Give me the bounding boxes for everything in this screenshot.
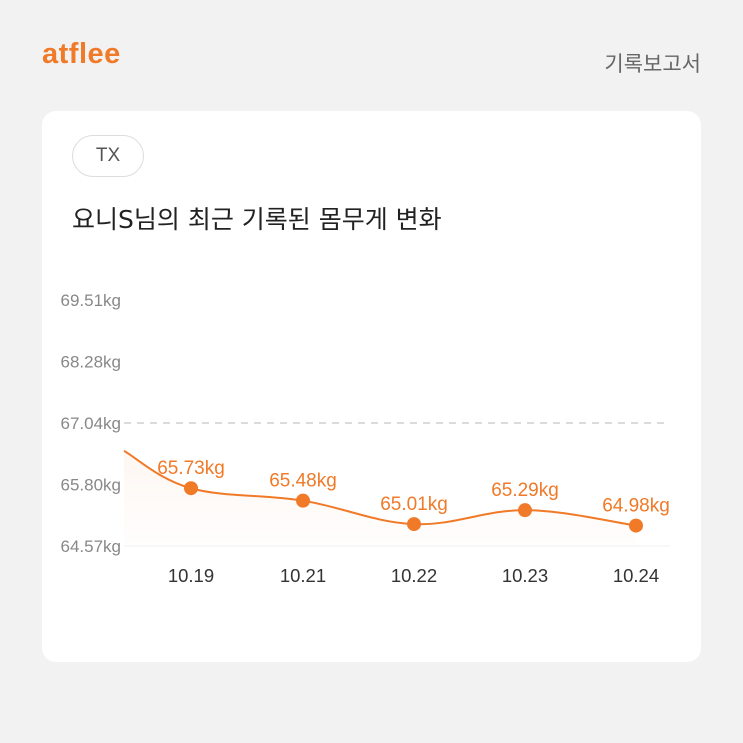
y-tick-label: 67.04kg — [61, 414, 122, 433]
y-axis: 64.57kg 65.80kg 67.04kg 68.28kg 69.51kg — [61, 291, 122, 556]
series-area — [124, 450, 636, 546]
x-tick-label: 10.23 — [502, 565, 548, 586]
data-label: 65.48kg — [269, 471, 337, 492]
device-tag[interactable]: TX — [72, 135, 144, 177]
data-point[interactable] — [407, 517, 421, 532]
x-axis: 10.19 10.21 10.22 10.23 10.24 — [168, 565, 659, 586]
data-label: 65.29kg — [491, 480, 559, 501]
data-point[interactable] — [184, 481, 198, 496]
atflee-logo: atflee — [42, 38, 121, 70]
x-tick-label: 10.22 — [391, 565, 437, 586]
data-point[interactable] — [296, 493, 310, 508]
y-tick-label: 68.28kg — [61, 352, 122, 371]
x-tick-label: 10.21 — [280, 565, 326, 586]
y-tick-label: 65.80kg — [61, 476, 122, 495]
y-tick-label: 64.57kg — [61, 537, 122, 556]
data-labels: 65.73kg 65.48kg 65.01kg 65.29kg 64.98kg — [157, 458, 670, 516]
report-link[interactable]: 기록보고서 — [604, 52, 701, 76]
weight-chart-card: TX 요니S님의 최근 기록된 몸무게 변화 — [42, 111, 701, 662]
y-tick-label: 69.51kg — [61, 291, 122, 310]
data-point[interactable] — [518, 503, 532, 518]
data-point[interactable] — [629, 518, 643, 533]
data-label: 64.98kg — [602, 496, 670, 517]
x-tick-label: 10.24 — [613, 565, 659, 586]
data-label: 65.01kg — [380, 494, 448, 515]
data-points — [184, 481, 643, 533]
x-tick-label: 10.19 — [168, 565, 214, 586]
chart-title: 요니S님의 최근 기록된 몸무게 변화 — [72, 205, 442, 234]
data-label: 65.73kg — [157, 458, 225, 479]
